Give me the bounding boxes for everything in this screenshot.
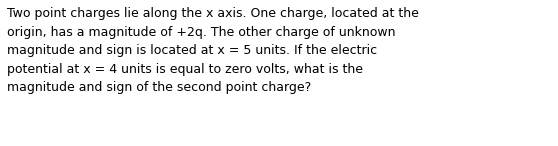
Text: Two point charges lie along the x axis. One charge, located at the
origin, has a: Two point charges lie along the x axis. … (7, 7, 419, 94)
